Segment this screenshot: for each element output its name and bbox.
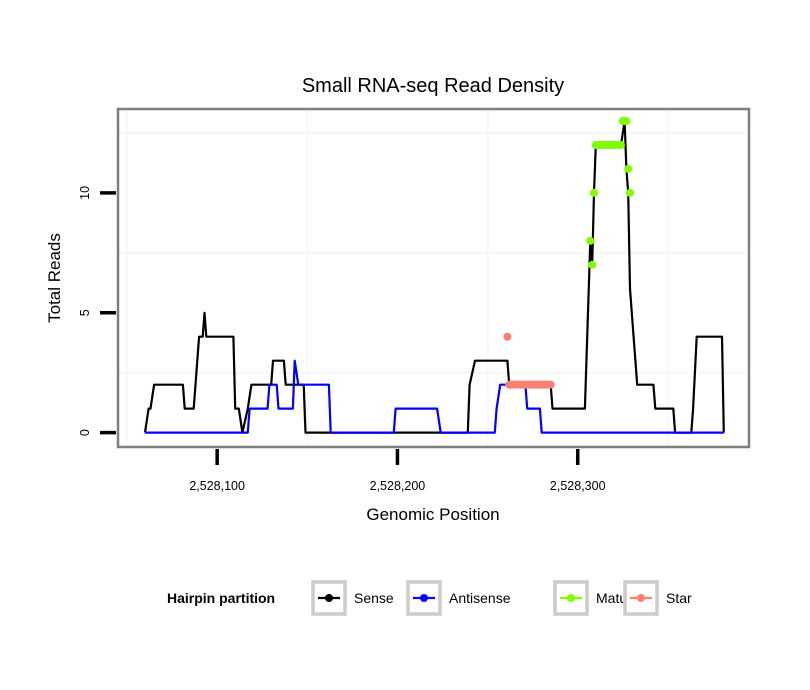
series-star-points	[503, 332, 555, 389]
point-mature	[624, 164, 633, 173]
legend-key-point	[420, 594, 428, 602]
legend-key-point	[567, 594, 575, 602]
point-mature	[588, 260, 597, 269]
x-tick-label: 2,528,200	[370, 479, 426, 493]
point-star	[546, 380, 555, 389]
legend-item-antisense: Antisense	[406, 580, 511, 616]
legend: Hairpin partition Sense Antisense Mature St…	[167, 580, 692, 616]
y-axis: 0 5 10	[78, 186, 116, 436]
y-tick-label: 0	[78, 429, 92, 436]
legend-label: Star	[666, 590, 692, 606]
series-sense	[143, 119, 725, 434]
point-mature	[616, 140, 625, 149]
legend-key-point	[637, 594, 645, 602]
series-mature-points	[586, 116, 635, 269]
panel-border	[116, 107, 751, 449]
x-axis-title: Genomic Position	[366, 505, 499, 524]
y-tick-label: 10	[78, 186, 92, 200]
line-antisense	[145, 359, 724, 434]
point-mature	[622, 116, 631, 125]
x-tick-label: 2,528,100	[189, 479, 245, 493]
x-axis: 2,528,100 2,528,200 2,528,300	[189, 449, 606, 493]
panel-background	[118, 109, 749, 447]
plot-panel	[116, 107, 751, 449]
legend-item-star: Star	[623, 580, 692, 616]
point-star	[503, 332, 512, 341]
x-tick-label: 2,528,300	[550, 479, 606, 493]
y-axis-title: Total Reads	[45, 233, 64, 323]
legend-label: Antisense	[449, 590, 511, 606]
legend-title: Hairpin partition	[167, 590, 275, 606]
gridlines	[118, 109, 749, 447]
point-mature	[626, 188, 635, 197]
y-tick-label: 5	[78, 309, 92, 316]
series-antisense	[145, 359, 724, 434]
line-sense	[143, 119, 725, 434]
chart-title: Small RNA-seq Read Density	[302, 75, 564, 97]
point-mature	[589, 188, 598, 197]
series-layer	[143, 116, 725, 434]
point-mature	[586, 236, 595, 245]
legend-key-point	[325, 594, 333, 602]
legend-label: Sense	[354, 590, 394, 606]
legend-item-sense: Sense	[311, 580, 394, 616]
